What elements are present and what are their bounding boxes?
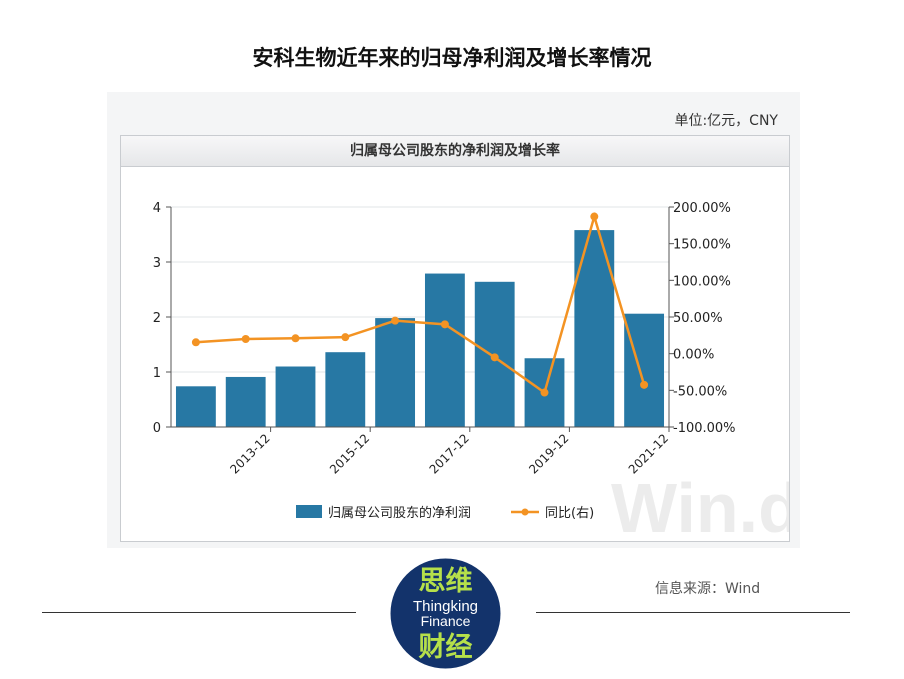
y-left-tick-label: 4	[153, 201, 161, 216]
thinking-finance-logo: 思维 Thingking Finance 财经	[390, 558, 501, 669]
yoy-point-2018-12	[490, 353, 499, 362]
bar-2012-12	[175, 386, 216, 427]
y-right-tick-label: 50.00%	[673, 311, 723, 326]
y-right-tick-label: -100.00%	[673, 421, 736, 436]
bar-2015-12	[325, 352, 366, 427]
chart-plot: Win.d 0 1 2 3 4 -100.00% -50.00% 0.00% 50.00% 100…	[153, 201, 789, 541]
x-tick-label: 2017-12	[427, 431, 472, 476]
y-left-tick-label: 2	[153, 311, 161, 326]
logo-text-thingking: Thingking	[413, 598, 478, 615]
y-left-tick-label: 3	[153, 256, 161, 271]
chart-panel: 单位:亿元，CNY 归属母公司股东的净利润及增长率 Win.d 0 1 2 3 4 -10…	[107, 92, 800, 548]
yoy-point-2015-12	[341, 333, 350, 342]
yoy-point-2012-12	[191, 338, 200, 347]
bar-2017-12	[424, 273, 465, 427]
chart-frame: 归属母公司股东的净利润及增长率 Win.d 0 1 2 3 4 -100.00% -50.0…	[120, 135, 790, 542]
divider-left	[42, 612, 356, 613]
y-right-tick-label: -50.00%	[673, 384, 727, 399]
unit-label: 单位:亿元，CNY	[674, 113, 778, 129]
y-left-tick-label: 0	[153, 421, 161, 436]
logo-text-bottom: 财经	[419, 631, 473, 663]
yoy-line	[195, 212, 646, 395]
legend-label-line: 同比(右)	[545, 506, 594, 521]
x-tick-label: 2019-12	[526, 431, 571, 476]
bar-2016-12	[375, 318, 416, 427]
legend: 归属母公司股东的净利润 同比(右)	[296, 505, 594, 521]
watermark: Win.d	[611, 469, 789, 541]
divider-right	[536, 612, 850, 613]
legend-swatch-bar	[296, 505, 322, 518]
yoy-point-2013-12	[241, 335, 250, 343]
yoy-point-2019-12	[540, 388, 549, 397]
yoy-point-2020-12	[590, 212, 599, 221]
bar-layer	[175, 230, 665, 427]
logo-circle	[390, 558, 501, 669]
legend-marker-line	[521, 508, 529, 516]
source-label: 信息来源：Wind	[655, 581, 761, 597]
logo-text-finance: Finance	[421, 613, 471, 629]
yoy-point-2016-12	[391, 316, 400, 325]
bar-2021-12	[624, 313, 665, 427]
bar-2014-12	[275, 366, 316, 427]
yoy-point-2021-12	[640, 380, 649, 389]
chart-title: 归属母公司股东的净利润及增长率	[121, 136, 789, 167]
y-left-tick-label: 1	[153, 366, 161, 381]
legend-label-bar: 归属母公司股东的净利润	[328, 505, 471, 521]
yoy-point-2017-12	[440, 320, 449, 329]
x-tick-label: 2013-12	[227, 431, 272, 476]
yoy-point-2014-12	[291, 334, 300, 343]
page-title: 安科生物近年来的归母净利润及增长率情况	[252, 46, 652, 70]
y-right-tick-label: 0.00%	[673, 348, 714, 363]
x-tick-label: 2015-12	[327, 431, 372, 476]
y-right-tick-label: 150.00%	[673, 238, 731, 253]
line-layer	[191, 212, 649, 397]
y-right-tick-label: 200.00%	[673, 201, 731, 216]
logo-text-top: 思维	[419, 566, 473, 597]
y-right-tick-label: 100.00%	[673, 274, 731, 289]
bar-2013-12	[225, 376, 266, 427]
